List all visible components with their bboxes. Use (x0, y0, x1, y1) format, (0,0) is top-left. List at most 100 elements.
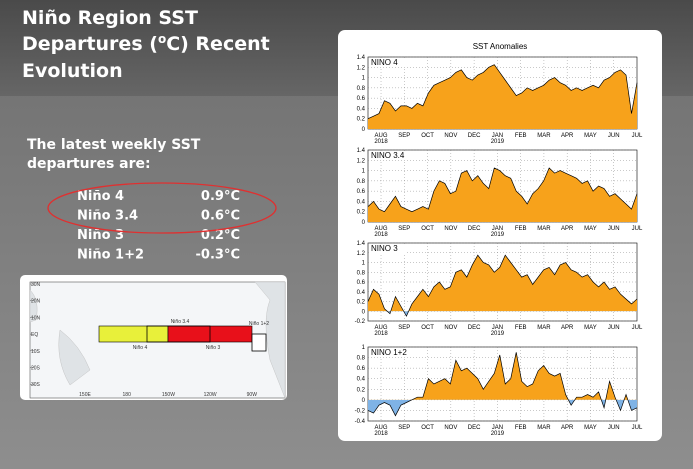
row-value: 0.2°C (201, 228, 240, 243)
x-tick-label: JUN (608, 325, 620, 331)
y-tick-label: 0.8 (357, 270, 366, 276)
y-tick-label: 1 (362, 261, 366, 267)
area-positive (368, 255, 637, 312)
x-tick-label: JUN (608, 133, 620, 139)
y-tick-label: 0.6 (357, 96, 366, 102)
y-tick-label: 0.6 (357, 189, 366, 195)
y-tick-label: 0.4 (357, 290, 366, 296)
chart: -0.2 0 0.2 0.4 0.6 0.8 1 1.2 1.4 AUG SEP OCT NOV DEC J… (355, 241, 643, 337)
x-tick-label: JUN (608, 425, 620, 431)
x-tick-label: NOV (444, 325, 457, 331)
area-positive (368, 352, 637, 400)
highlight-ellipse (47, 182, 277, 234)
intro-line: departures are: (27, 156, 151, 172)
row-value: 0.9°C (201, 189, 240, 204)
region-label: Niño 3.4 (171, 319, 190, 325)
title-line: Niño Region SST (22, 7, 198, 29)
title-sup: o (158, 32, 166, 46)
x-tick-label: OCT (421, 133, 434, 139)
chart-panel (338, 30, 662, 441)
title-line: Departures (oC) Recent (22, 32, 270, 55)
year-label: 2018 (374, 139, 388, 145)
table: Niño 4 0.9°C Niño 3.4 0.6°C Niño 3 0.2°C Niño … (77, 189, 240, 263)
map: 30N 20N 10N EQ 10S 20S 30S 150E 180 150W 120W 90W Ni… (30, 282, 269, 398)
x-tick-label: DEC (468, 133, 481, 139)
x-tick-label: MAY (584, 425, 597, 431)
series-line (367, 254, 638, 317)
x-tick-label: SEP (398, 425, 410, 431)
x-tick-label: DEC (468, 226, 481, 232)
x-tick-label: SEP (398, 226, 410, 232)
x-tick-label: JAN (492, 425, 503, 431)
x-tick-label: NOV (444, 425, 457, 431)
row-label: Niño 3 (77, 228, 124, 243)
lat-label: 10N (31, 315, 41, 321)
y-tick-label: -0.4 (355, 419, 366, 425)
label-box (369, 348, 405, 357)
label-box (369, 58, 405, 67)
y-tick-label: 0.2 (357, 210, 366, 216)
area-positive (368, 168, 637, 222)
x-tick-label: APR (561, 425, 574, 431)
x-tick-label: AUG (375, 425, 388, 431)
series-line (367, 64, 638, 120)
y-tick-label: 1.4 (357, 148, 366, 154)
x-tick-label: OCT (421, 425, 434, 431)
row-label: Niño 1+2 (77, 248, 144, 263)
x-tick-label: FEB (515, 226, 527, 232)
y-tick-label: 1 (362, 345, 366, 351)
lon-label: 150W (162, 392, 175, 398)
x-tick-label: DEC (468, 425, 481, 431)
lon-label: 180 (123, 392, 132, 398)
y-tick-label: 0 (362, 309, 366, 315)
x-tick-label: SEP (398, 325, 410, 331)
y-tick-label: 0.2 (357, 387, 366, 393)
y-tick-label: -0.2 (355, 408, 366, 414)
y-tick-label: 1 (362, 169, 366, 175)
x-tick-label: NOV (444, 226, 457, 232)
x-tick-label: APR (561, 226, 574, 232)
x-tick-label: APR (561, 325, 574, 331)
x-tick-label: APR (561, 133, 574, 139)
y-tick-label: 0.6 (357, 280, 366, 286)
x-tick-label: FEB (515, 133, 527, 139)
year-label: 2019 (491, 139, 505, 145)
x-tick-label: JAN (492, 325, 503, 331)
title-line: Evolution (22, 60, 123, 82)
y-tick-label: 1.4 (357, 241, 366, 247)
x-tick-label: MAY (584, 133, 597, 139)
year-label: 2019 (491, 232, 505, 238)
chart-title: NINO 3 (371, 244, 398, 253)
row-label: Niño 3.4 (77, 209, 138, 224)
intro-line: The latest weekly SST (27, 137, 201, 153)
land (29, 281, 286, 399)
lon-label: 150E (79, 392, 91, 398)
panel-title: SST Anomalies (473, 42, 528, 51)
chart: 0 0.2 0.4 0.6 0.8 1 1.2 1.4 AUG SEP OCT NOV DEC JAN FE… (357, 55, 643, 145)
x-tick-label: JUN (608, 226, 620, 232)
x-tick-label: DEC (468, 325, 481, 331)
y-tick-label: 1.2 (357, 158, 366, 164)
x-tick-label: MAR (537, 325, 551, 331)
title-part: Departures ( (22, 33, 158, 55)
lat-label: 20N (31, 299, 41, 305)
y-tick-label: 0.8 (357, 179, 366, 185)
chart-title: NINO 3.4 (371, 151, 405, 160)
y-tick-label: 0 (362, 127, 366, 133)
x-tick-label: SEP (398, 133, 410, 139)
x-tick-label: AUG (375, 325, 388, 331)
area-positive (368, 64, 637, 129)
y-tick-label: 1.4 (357, 55, 366, 61)
year-label: 2018 (374, 431, 388, 437)
y-tick-label: 0.4 (357, 377, 366, 383)
y-tick-label: -0.2 (355, 319, 366, 325)
region-label: Niño 3 (206, 345, 221, 351)
x-tick-label: MAR (537, 425, 551, 431)
lat-label: 30N (31, 282, 41, 288)
y-tick-label: 1 (362, 76, 366, 82)
lat-label: 20S (31, 366, 41, 372)
lat-label: EQ (31, 332, 38, 338)
row-value: 0.6°C (201, 209, 240, 224)
y-tick-label: 0 (362, 398, 366, 404)
